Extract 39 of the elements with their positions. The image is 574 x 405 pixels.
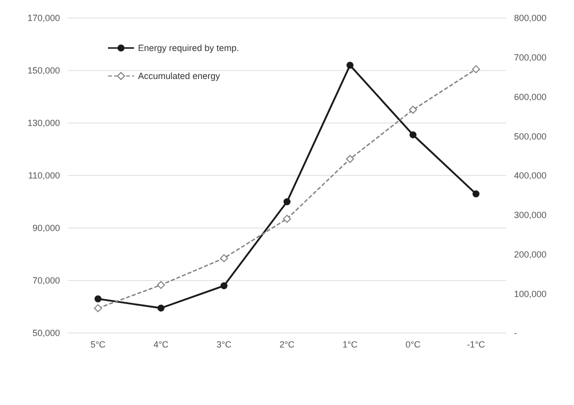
y2-tick-label: 800,000: [514, 13, 547, 24]
legend-label: Accumulated energy: [138, 71, 220, 81]
point: [472, 65, 480, 74]
point: [346, 154, 354, 163]
y-tick-label: 110,000: [28, 170, 60, 181]
legend-label: Energy required by temp.: [138, 43, 240, 53]
point: [157, 280, 165, 289]
point: [283, 214, 291, 223]
y-tick-label: 90,000: [32, 223, 60, 234]
point: [410, 131, 416, 138]
y-tick-label: 50,000: [32, 328, 60, 338]
point: [472, 190, 480, 198]
point: [284, 198, 290, 206]
point: [94, 304, 102, 312]
x-tick-label: 0°C: [405, 339, 422, 350]
y-tick-label: 130,000: [27, 118, 60, 128]
x-tick-label: 2°C: [279, 339, 296, 350]
x-tick-label: 3°C: [216, 339, 232, 350]
y2-tick-label: 500,000: [514, 131, 547, 142]
point: [346, 62, 354, 69]
y-tick-label: 150,000: [27, 66, 60, 76]
y2-tick-label: 700,000: [514, 52, 547, 63]
point: [94, 295, 102, 302]
y2-tick-label: 200,000: [514, 249, 547, 260]
x-tick-label: -1°C: [466, 339, 486, 350]
point: [220, 254, 228, 262]
y-tick-label: 70,000: [32, 276, 60, 286]
y2-tick-label: 400,000: [514, 170, 547, 181]
x-tick-label: 4°C: [153, 339, 170, 350]
x-tick-label: 1°C: [342, 339, 358, 350]
y2-tick-label: 600,000: [514, 92, 547, 102]
point: [158, 304, 164, 312]
y2-tick-label: 300,000: [514, 210, 547, 220]
point: [409, 106, 417, 114]
y2-tick-label: -: [514, 328, 517, 338]
y-tick-label: 170,000: [27, 13, 60, 24]
x-tick-label: 5°C: [90, 339, 106, 350]
y2-tick-label: 100,000: [514, 288, 547, 299]
point: [220, 282, 228, 290]
